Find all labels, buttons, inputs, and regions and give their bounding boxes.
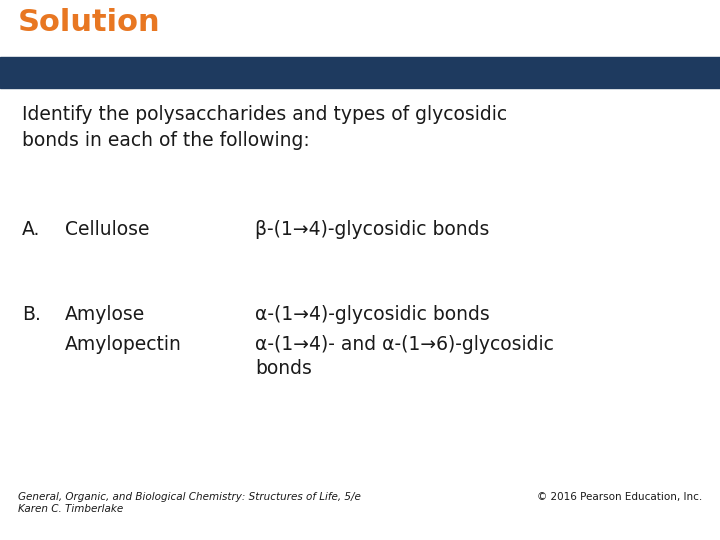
Text: Identify the polysaccharides and types of glycosidic
bonds in each of the follow: Identify the polysaccharides and types o… bbox=[22, 105, 507, 150]
Text: Cellulose: Cellulose bbox=[65, 220, 150, 239]
Text: B.: B. bbox=[22, 305, 41, 324]
Text: β-(1→4)-glycosidic bonds: β-(1→4)-glycosidic bonds bbox=[255, 220, 490, 239]
Text: Amylopectin: Amylopectin bbox=[65, 335, 182, 354]
Text: α-(1→4)-glycosidic bonds: α-(1→4)-glycosidic bonds bbox=[255, 305, 490, 324]
Text: General, Organic, and Biological Chemistry: Structures of Life, 5/e
Karen C. Tim: General, Organic, and Biological Chemist… bbox=[18, 492, 361, 515]
Text: © 2016 Pearson Education, Inc.: © 2016 Pearson Education, Inc. bbox=[536, 492, 702, 502]
Text: α-(1→4)- and α-(1→6)-glycosidic
bonds: α-(1→4)- and α-(1→6)-glycosidic bonds bbox=[255, 335, 554, 378]
Text: Amylose: Amylose bbox=[65, 305, 145, 324]
Text: A.: A. bbox=[22, 220, 40, 239]
Bar bbox=[0, 57, 720, 88]
Text: Solution: Solution bbox=[18, 8, 161, 37]
